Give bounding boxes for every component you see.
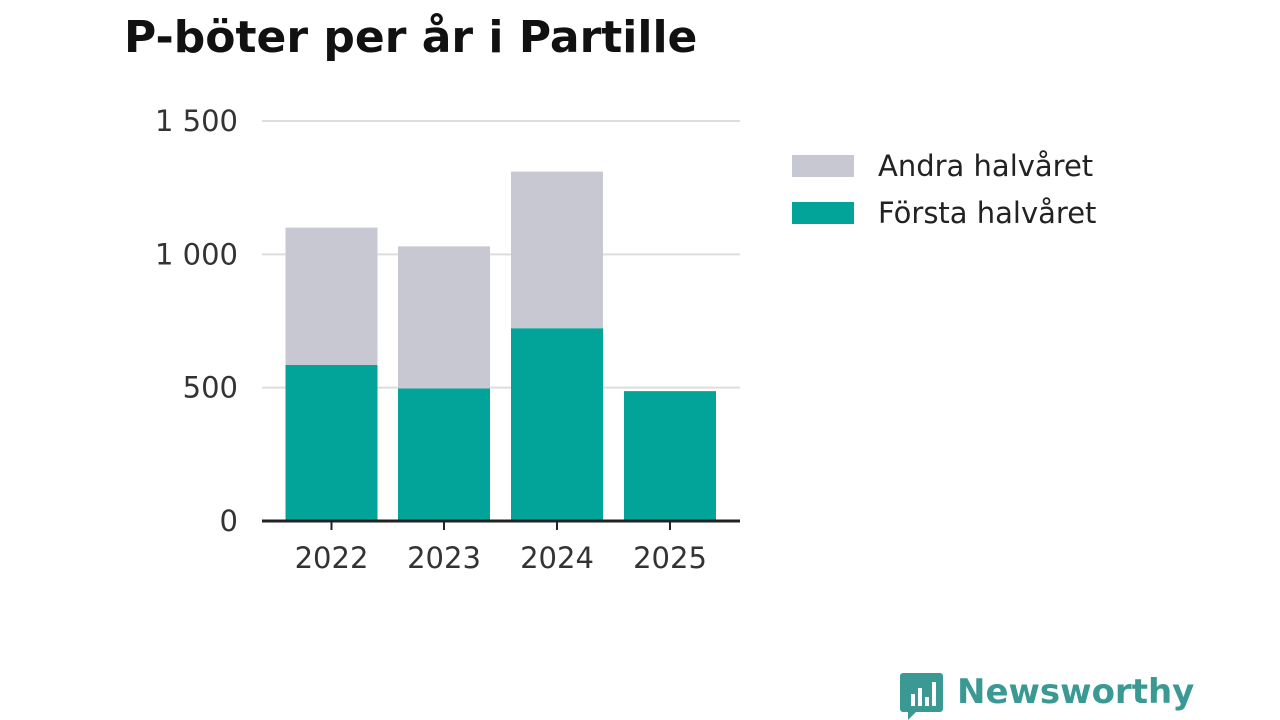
y-axis-ticks: 0 500 1 000 1 500 — [155, 104, 238, 538]
legend: Andra halvåret Första halvåret — [792, 149, 1096, 230]
x-tick-label: 2023 — [407, 541, 481, 575]
bar-2024-forsta — [511, 328, 603, 521]
y-tick-label: 500 — [183, 371, 238, 405]
legend-swatch — [792, 202, 854, 224]
x-tick-label: 2025 — [633, 541, 707, 575]
bar-2024-andra — [511, 171, 603, 329]
x-tick-label: 2022 — [295, 541, 369, 575]
y-tick-label: 0 — [220, 504, 238, 538]
bar-chart-speech-bubble-icon — [900, 673, 943, 720]
bars — [285, 171, 716, 521]
brand-name: Newsworthy — [957, 672, 1194, 712]
bar-2022-forsta — [285, 365, 378, 521]
bar-2022-andra — [285, 227, 378, 365]
legend-swatch — [792, 155, 854, 177]
legend-label: Första halvåret — [878, 196, 1096, 230]
legend-label: Andra halvåret — [878, 149, 1093, 183]
y-tick-label: 1 000 — [155, 237, 238, 271]
y-tick-label: 1 500 — [155, 104, 238, 138]
bar-2025-forsta — [624, 391, 716, 521]
x-tick-label: 2024 — [520, 541, 594, 575]
bar-2023-forsta — [398, 388, 490, 521]
bar-2023-andra — [398, 246, 490, 389]
x-axis-ticks: 2022 2023 2024 2025 — [295, 521, 707, 575]
chart-title: P-böter per år i Partille — [124, 12, 697, 63]
newsworthy-logo: Newsworthy — [900, 672, 1194, 720]
